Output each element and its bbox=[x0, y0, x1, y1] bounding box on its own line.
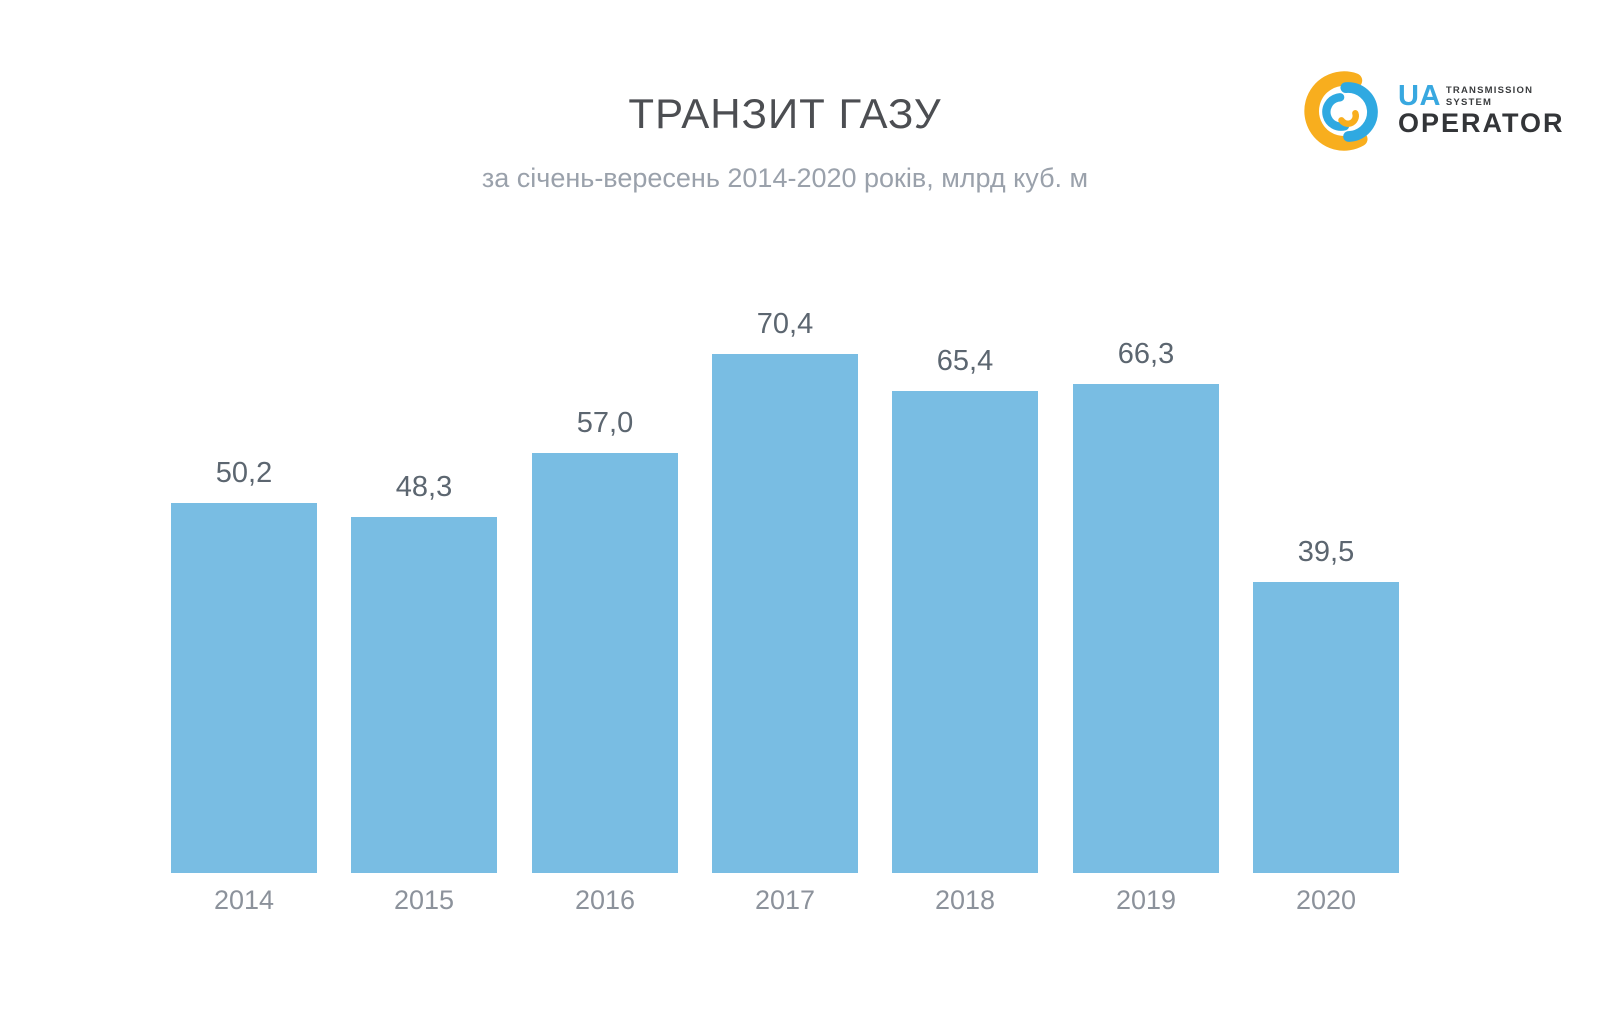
bar-value-label: 65,4 bbox=[936, 345, 994, 377]
logo-text: UA TRANSMISSION SYSTEM OPERATOR bbox=[1398, 80, 1565, 139]
logo-transmission-label: TRANSMISSION bbox=[1445, 85, 1534, 97]
bar-value-label: 39,5 bbox=[1297, 536, 1355, 568]
company-logo: UA TRANSMISSION SYSTEM OPERATOR bbox=[1296, 62, 1565, 160]
logo-operator-label: OPERATOR bbox=[1398, 108, 1565, 139]
bar bbox=[1073, 384, 1219, 873]
bar-value-label: 66,3 bbox=[1117, 338, 1175, 370]
x-axis-label: 2019 bbox=[1115, 885, 1177, 915]
x-axis-label: 2015 bbox=[393, 885, 455, 915]
logo-swirl-icon bbox=[1304, 71, 1384, 151]
bar bbox=[1253, 582, 1399, 873]
page-subtitle: за січень-вересень 2014-2020 років, млрд… bbox=[481, 163, 1089, 193]
x-axis-label: 2018 bbox=[934, 885, 996, 915]
x-axis-label: 2017 bbox=[754, 885, 816, 915]
logo-ua-label: UA bbox=[1398, 80, 1441, 113]
bar bbox=[892, 391, 1038, 873]
bar-value-label: 70,4 bbox=[756, 308, 814, 340]
page-title: ТРАНЗИТ ГАЗУ bbox=[628, 90, 942, 137]
bar bbox=[171, 503, 317, 873]
bar-value-label: 57,0 bbox=[576, 407, 634, 439]
x-axis-label: 2016 bbox=[574, 885, 636, 915]
x-axis-label: 2020 bbox=[1295, 885, 1357, 915]
bar bbox=[712, 354, 858, 873]
logo-system-label: SYSTEM bbox=[1445, 96, 1493, 108]
bar-value-label: 50,2 bbox=[215, 457, 273, 489]
bar bbox=[532, 453, 678, 873]
x-axis-label: 2014 bbox=[213, 885, 275, 915]
bar-value-label: 48,3 bbox=[395, 471, 453, 503]
bar bbox=[351, 517, 497, 873]
